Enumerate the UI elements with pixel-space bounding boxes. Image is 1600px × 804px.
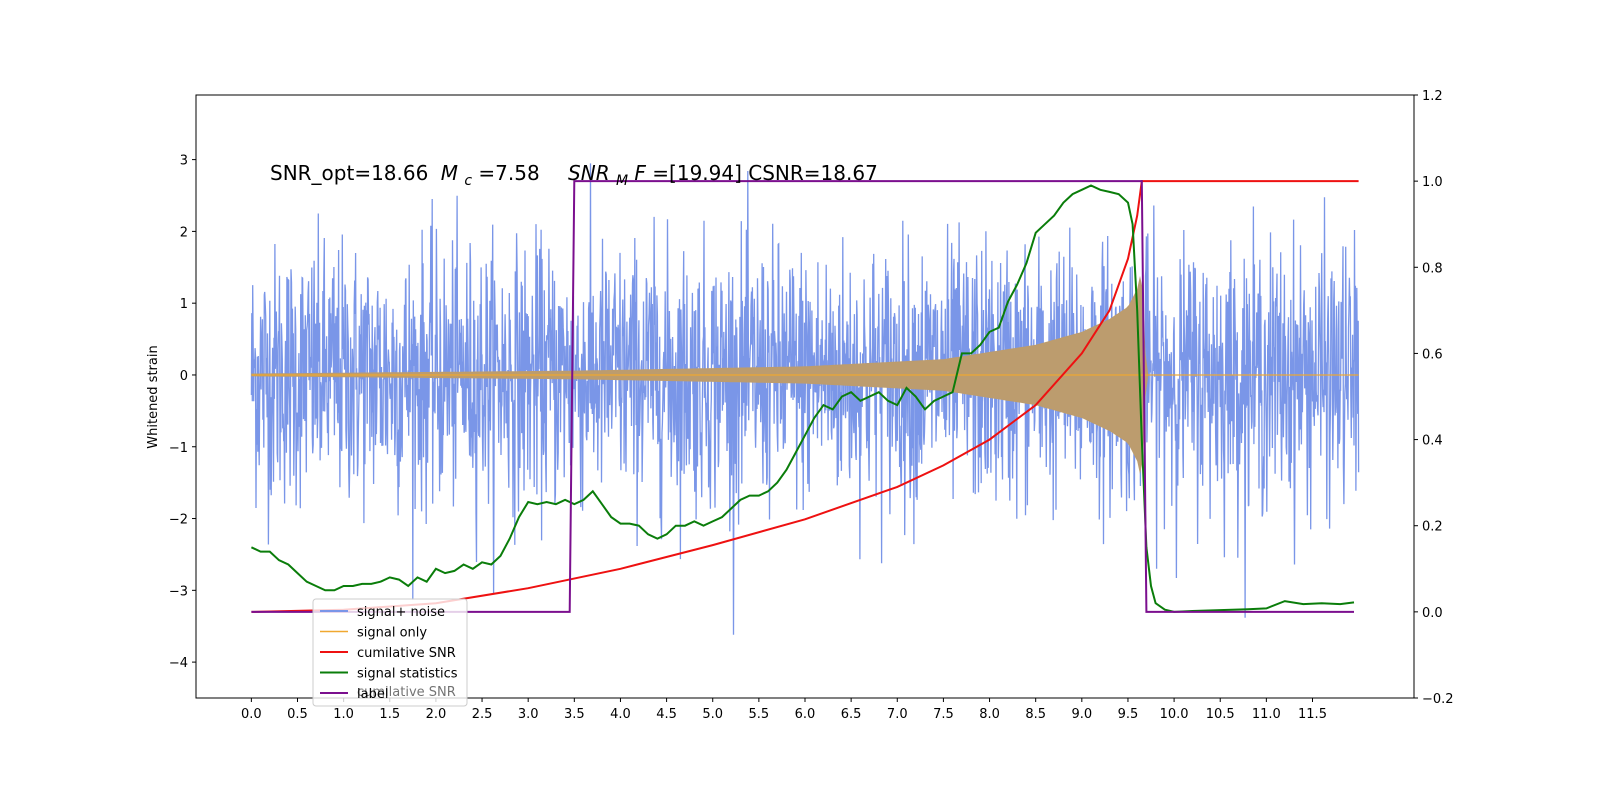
legend-label: signal statistics — [357, 667, 458, 682]
x-tick-label: 8.5 — [1025, 707, 1046, 722]
x-tick-label: 7.0 — [887, 707, 908, 722]
annotation-mc-symbol: M — [441, 161, 458, 185]
y-left-tick-label: −1 — [169, 441, 188, 456]
cumulative-snr-line — [251, 180, 1359, 613]
y-right-tick-label: 0.0 — [1422, 606, 1443, 621]
legend-label: label — [357, 687, 388, 702]
y-left-tick-label: 0 — [180, 369, 188, 384]
x-tick-label: 3.5 — [564, 707, 585, 722]
x-tick-label: 7.5 — [933, 707, 954, 722]
signal-only-series — [251, 275, 1359, 474]
x-tick-label: 9.5 — [1118, 707, 1139, 722]
legend-overlap-text: cumilative SNR — [357, 685, 456, 700]
label-line — [251, 180, 1354, 613]
x-tick-label: 11.0 — [1252, 707, 1281, 722]
annotation-mc-sub: c — [464, 173, 472, 189]
y-right-tick-label: −0.2 — [1422, 692, 1454, 707]
x-tick-label: 2.0 — [426, 707, 447, 722]
annotation-snr-opt: SNR_opt=18.66 — [270, 161, 428, 185]
x-tick-label: 4.5 — [656, 707, 677, 722]
plot-area — [250, 163, 1360, 635]
legend-items: signal+ noise signal only cumilative SNR si… — [320, 605, 458, 702]
annotation-snrmf-value: =[19.94] CSNR=18.67 — [652, 161, 878, 185]
y-left-tick-label: −2 — [169, 513, 188, 528]
signal-noise-line — [250, 163, 1360, 635]
x-tick-label: 8.0 — [979, 707, 1000, 722]
y-right-tick-label: 0.8 — [1422, 261, 1443, 276]
annotation-snrmf-symbol: SNR — [568, 161, 610, 185]
cumulative-snr-series — [251, 180, 1359, 613]
y-left-tick-label: −4 — [169, 656, 188, 671]
y-axis-label: Whitened strain — [146, 345, 161, 448]
x-tick-label: 6.5 — [841, 707, 862, 722]
x-tick-label: 11.5 — [1298, 707, 1327, 722]
legend-label: cumilative SNR — [357, 646, 456, 661]
x-tick-label: 4.0 — [610, 707, 631, 722]
x-tick-label: 9.0 — [1071, 707, 1092, 722]
y-right-tick-label: 1.2 — [1422, 89, 1443, 104]
x-axis: 0.0 0.5 1.0 1.5 2.0 2.5 3.0 3.5 4.0 4.5 5.0 5.5 6.0 6… — [241, 698, 1327, 722]
y-right-tick-label: 0.2 — [1422, 520, 1443, 535]
y-left-tick-label: 1 — [180, 297, 188, 312]
annotation-snrmf-sub: M — [616, 173, 628, 189]
x-tick-label: 0.0 — [241, 707, 262, 722]
x-tick-label: 10.5 — [1206, 707, 1235, 722]
x-tick-label: 5.0 — [702, 707, 723, 722]
y-left-tick-label: 3 — [180, 154, 188, 169]
signal-statistics-line — [250, 184, 1355, 613]
y-axis-left: 3 2 1 0 −1 −2 −3 −4 — [169, 154, 196, 671]
x-tick-label: 3.0 — [518, 707, 539, 722]
legend-box — [312, 598, 468, 707]
y-right-tick-label: 1.0 — [1422, 175, 1443, 190]
x-tick-label: 10.0 — [1160, 707, 1189, 722]
legend: cumilative SNR signal+ noise signal only c… — [312, 598, 468, 707]
x-tick-label: 1.5 — [379, 707, 400, 722]
annotation-snrmf-symbol2: F — [634, 161, 646, 185]
snr-annotation: SNR_opt=18.66 M c =7.58 SNR M F =[19.94]… — [270, 161, 878, 190]
legend-label: signal only — [357, 626, 427, 641]
x-tick-label: 0.5 — [287, 707, 308, 722]
y-left-tick-label: 2 — [180, 225, 188, 240]
signal-noise-series — [250, 163, 1360, 635]
x-tick-label: 1.0 — [333, 707, 354, 722]
signal-statistics-series — [250, 184, 1355, 613]
y-axis-right: 1.2 1.0 0.8 0.6 0.4 0.2 0.0 −0.2 — [1414, 89, 1454, 707]
x-tick-label: 5.5 — [749, 707, 770, 722]
legend-label: signal+ noise — [357, 605, 445, 620]
x-tick-label: 6.0 — [795, 707, 816, 722]
y-right-tick-label: 0.6 — [1422, 347, 1443, 362]
y-right-tick-label: 0.4 — [1422, 434, 1443, 449]
x-tick-label: 2.5 — [472, 707, 493, 722]
y-left-tick-label: −3 — [169, 584, 188, 599]
label-series — [251, 180, 1354, 613]
annotation-mc-value: =7.58 — [478, 161, 539, 185]
